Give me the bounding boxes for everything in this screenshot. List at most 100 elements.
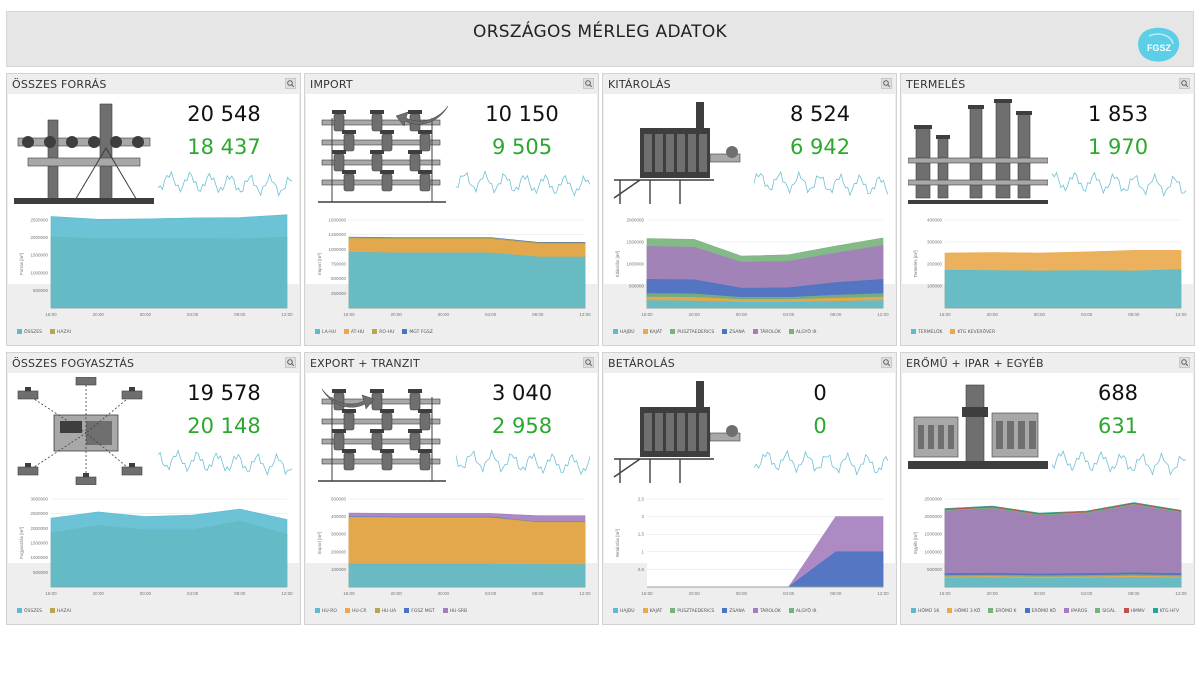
y-tick-label: 2500000 [30,218,48,223]
series-area [348,563,586,588]
legend-item[interactable]: ZSANA [722,608,745,614]
legend-item[interactable]: KAJÁT [642,608,662,614]
storage-injection-icon [613,381,741,483]
legend-item[interactable]: FGSZ MGT [404,608,435,614]
y-tick-label: 2,5 [638,497,645,502]
legend-item[interactable]: HAZAI [50,608,71,614]
legend-item[interactable]: PUSZTAEDERICS [670,329,714,335]
legend-swatch [402,329,408,334]
y-tick-label: 500000 [331,276,347,281]
y-tick-label: 500000 [629,284,645,289]
chart-legend: HU-RO HU-CR HU-UA FGSZ MGT HU-SRB [315,608,475,614]
zoom-icon[interactable] [881,357,892,368]
chart-legend: ÖSSZES HAZAI [17,329,79,335]
legend-item[interactable]: ERŐMŰ KÖ [1024,608,1056,614]
series-area [50,214,288,309]
sparkline [1052,171,1186,198]
legend-item[interactable]: ALGYŐ III. [788,608,818,614]
legend-item[interactable]: TERMELŐK [911,329,942,335]
y-tick-label: 2000000 [30,235,48,240]
x-tick-label: 16:00 [641,591,653,596]
panel-title: IMPORT [310,78,353,91]
legend-item[interactable]: AT-HU [343,329,364,335]
zoom-icon[interactable] [285,78,296,89]
zoom-icon[interactable] [583,78,594,89]
legend-item[interactable]: SIGÁL [1095,608,1116,614]
legend-item[interactable]: HMMV [1123,608,1145,614]
legend-swatch [315,608,320,613]
legend-item[interactable]: HAJDÚ [613,329,635,335]
legend-item[interactable]: HU-SRB [442,608,467,614]
legend-swatch [17,608,22,613]
legend-swatch [1063,608,1069,613]
legend-item[interactable]: KTG HFV [1152,608,1179,614]
y-axis-label: Import [m³] [317,253,322,275]
chart-legend: ÖSSZES HAZAI [17,608,79,614]
value-current: 18 437 [187,135,261,159]
zoom-icon[interactable] [881,78,892,89]
x-tick-label: 20:00 [987,591,999,596]
zoom-icon[interactable] [285,357,296,368]
zoom-icon[interactable] [583,357,594,368]
sparkline [158,170,292,197]
sparkline [754,449,888,476]
zoom-icon[interactable] [1179,357,1190,368]
legend-item[interactable]: RO-HU [372,329,394,335]
legend-item[interactable]: HU-UA [374,608,396,614]
panel-title: ÖSSZES FORRÁS [12,78,107,91]
legend-item[interactable]: ALGYŐ III. [788,329,818,335]
panel-title: ÖSSZES FOGYASZTÁS [12,357,135,370]
legend-swatch [950,329,956,334]
legend-item[interactable]: IPAROS [1063,608,1087,614]
wellhead-icon [14,103,154,204]
series-area [944,504,1182,588]
legend-item[interactable]: HŐMŰ 1K [911,608,939,614]
y-tick-label: 2 [641,514,644,519]
legend-swatch [442,608,448,613]
legend-swatch [670,608,676,613]
legend-swatch [372,329,378,334]
legend-swatch [1123,608,1129,613]
legend-item[interactable]: ERŐMŰ K [988,608,1017,614]
legend-item[interactable]: KTG KEVERŐVER [950,329,995,335]
sparkline [456,169,590,197]
sparkline [456,449,590,476]
legend-item[interactable]: ÖSSZES [17,608,42,614]
legend-item[interactable]: MGT FGSZ [402,329,433,335]
chart-legend: HŐMŰ 1K HŐMŰ 3 KÖ ERŐMŰ K ERŐMŰ KÖ IPAROS SIG… [911,608,1187,614]
x-tick-label: 12:00 [1175,312,1187,317]
legend-swatch [404,608,410,613]
legend-item[interactable]: LA-HU [315,329,336,335]
legend-swatch [911,608,916,613]
x-tick-label: 00:00 [140,591,152,596]
legend-item[interactable]: HAJDÚ [613,608,635,614]
y-tick-label: 750000 [331,262,347,267]
y-tick-label: 2000000 [30,526,48,531]
legend-item[interactable]: HU-CR [344,608,367,614]
panel-2: IMPORT 10 150 9 505 Előző napon Aktuális… [304,73,599,346]
legend-item[interactable]: HAZAI [50,329,71,335]
legend-item[interactable]: TÁROLÓK [752,329,781,335]
legend-swatch [788,329,794,334]
sparkline [1052,449,1186,476]
series-area [50,508,288,588]
y-axis-label: Export [m³] [317,532,322,554]
zoom-icon[interactable] [1179,78,1190,89]
legend-item[interactable]: ZSANA [722,329,745,335]
legend-item[interactable]: PUSZTAEDERICS [670,608,714,614]
legend-item[interactable]: HU-RO [315,608,337,614]
x-tick-label: 00:00 [1034,312,1046,317]
y-axis-label: Fogyasztás [m³] [19,527,24,559]
legend-item[interactable]: KAJÁT [642,329,662,335]
value-previous-day: 8 524 [789,102,851,126]
legend-item[interactable]: ÖSSZES [17,329,42,335]
legend-swatch [1095,608,1101,613]
value-previous-day: 3 040 [491,381,553,405]
value-current: 1 970 [1087,135,1149,159]
area-chart: 2,5 2 1,5 1 0,5 16:00 20:00 00:00 04:00 08:00 12:0… [615,497,889,597]
legend-item[interactable]: TÁROLÓK [752,608,781,614]
legend-swatch [343,329,349,334]
legend-item[interactable]: HŐMŰ 3 KÖ [947,608,980,614]
panel-5: ÖSSZES FOGYASZTÁS 19 578 20 148 Előző na… [6,352,301,625]
x-tick-label: 08:00 [830,591,842,596]
